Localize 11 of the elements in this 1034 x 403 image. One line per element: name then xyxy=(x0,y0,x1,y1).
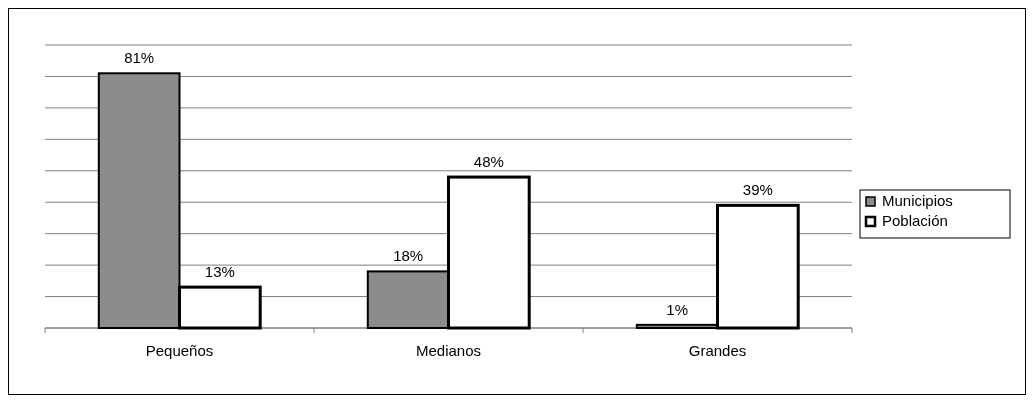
data-label: 1% xyxy=(666,300,688,318)
x-tick-label: Medianos xyxy=(415,342,482,359)
data-label: 48% xyxy=(473,153,504,171)
data-label: 18% xyxy=(393,247,424,265)
legend-label: Población xyxy=(882,212,948,229)
data-label: 13% xyxy=(204,263,235,281)
data-label: 39% xyxy=(742,181,773,199)
x-tick-label: Grandes xyxy=(688,342,747,359)
legend-label: Municipios xyxy=(882,192,953,209)
x-tick-label: Pequeños xyxy=(145,342,214,359)
data-label: 81% xyxy=(124,49,155,67)
